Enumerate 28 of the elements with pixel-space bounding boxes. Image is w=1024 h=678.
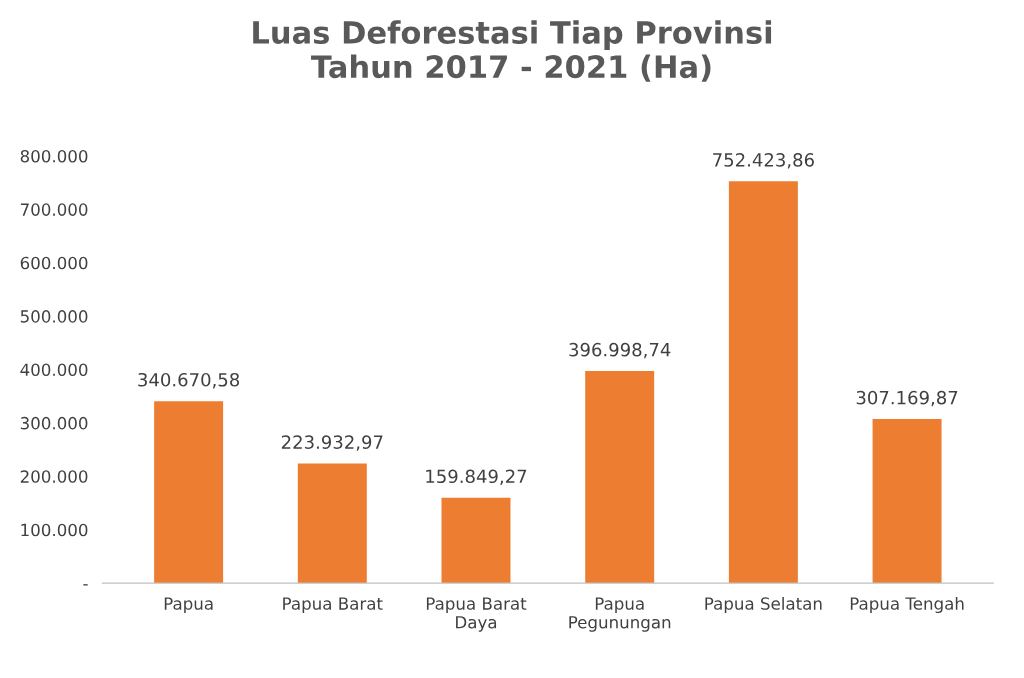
y-tick-label: 800.000 bbox=[20, 149, 88, 163]
y-tick-label: 600.000 bbox=[20, 256, 88, 270]
y-tick-label: 100.000 bbox=[21, 523, 88, 537]
y-tick-label: 400.000 bbox=[20, 363, 88, 377]
data-label: 159.849,27 bbox=[426, 469, 527, 485]
data-label: 307.169,87 bbox=[856, 390, 958, 407]
x-tick-label: Papua Selatan bbox=[705, 596, 822, 614]
y-tick-label: 700.000 bbox=[20, 203, 88, 216]
x-tick-label: Papua Tengah bbox=[850, 596, 964, 614]
x-tick-label: Papua bbox=[164, 597, 213, 614]
bar bbox=[728, 181, 798, 584]
x-tick-label: Papua Barat bbox=[283, 597, 383, 614]
bar bbox=[872, 419, 942, 584]
bar bbox=[154, 401, 224, 584]
x-tick-label: Papua Barat Daya bbox=[426, 597, 527, 632]
bar bbox=[441, 497, 511, 584]
data-label: 340.670,58 bbox=[138, 372, 240, 389]
y-tick-label: 200.000 bbox=[20, 470, 88, 483]
data-label: 752.423,86 bbox=[713, 153, 814, 169]
data-label: 396.998,74 bbox=[569, 342, 671, 359]
x-tick-label: Papua Pegunungan bbox=[569, 597, 671, 632]
y-tick-label: - bbox=[83, 584, 88, 586]
y-tick-label: 300.000 bbox=[20, 416, 88, 430]
data-label: 223.932,97 bbox=[281, 435, 383, 451]
bar bbox=[585, 371, 655, 584]
y-tick-label: 500.000 bbox=[20, 310, 88, 323]
bar bbox=[297, 463, 367, 584]
chart-title: Luas Deforestasi Tiap Provinsi Tahun 2017 - 2021 (Ha) bbox=[253, 20, 772, 82]
